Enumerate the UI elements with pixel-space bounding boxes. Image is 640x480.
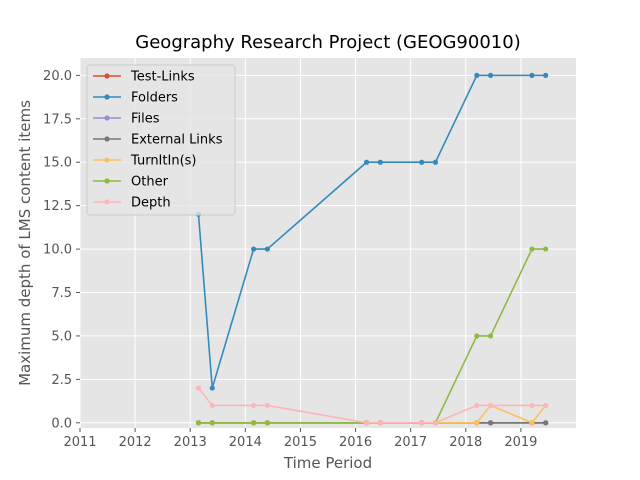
data-point-folders: [543, 72, 549, 78]
data-point-other: [209, 420, 215, 426]
legend-label: Folders: [131, 91, 178, 106]
legend-label: Files: [131, 112, 160, 127]
y-axis-label: Maximum depth of LMS content items: [16, 100, 34, 386]
legend-label: Test-Links: [130, 70, 195, 85]
y-tick-label: 7.5: [51, 286, 72, 301]
data-point-folders: [529, 72, 535, 78]
data-point-folders: [363, 159, 370, 165]
legend-item-files: Files: [93, 112, 160, 127]
y-tick-label: 5.0: [51, 329, 72, 344]
data-point-depth: [209, 402, 215, 409]
data-point-depth: [363, 420, 370, 426]
x-tick-label: 2014: [229, 435, 262, 450]
data-point-other: [251, 420, 257, 426]
y-tick-label: 15.0: [43, 156, 72, 171]
x-tick-label: 2019: [504, 435, 537, 450]
legend-marker: [104, 73, 110, 79]
series-depth: [195, 385, 549, 426]
data-point-folders: [432, 159, 439, 165]
x-tick-label: 2012: [119, 435, 152, 450]
x-axis-label: Time Period: [283, 454, 372, 472]
legend: Test-Links Folders Files External Links Turn…: [86, 64, 236, 216]
series-line-depth: [197, 387, 546, 424]
legend-marker: [104, 157, 110, 163]
legend-label: Other: [131, 175, 169, 190]
x-tick-label: 2011: [63, 435, 96, 450]
data-point-depth: [251, 402, 257, 409]
data-point-depth: [377, 420, 383, 426]
x-axis: 2011 2012 2013 2014 2015 2016 2017 2018 2019: [63, 428, 537, 450]
data-point-other: [195, 420, 202, 426]
y-tick-label: 12.5: [43, 199, 72, 214]
chart-title: Geography Research Project (GEOG90010): [135, 32, 520, 53]
data-point-depth: [419, 420, 425, 426]
legend-label: Depth: [131, 196, 171, 211]
data-point-external-links: [543, 420, 549, 426]
y-tick-label: 20.0: [43, 69, 72, 84]
legend-item-depth: Depth: [93, 196, 171, 211]
data-point-folders: [264, 246, 270, 252]
x-tick-label: 2015: [284, 435, 317, 450]
data-point-folders: [487, 72, 494, 78]
legend-marker: [104, 94, 110, 100]
y-axis: 0.0 2.5 5.0 7.5 10.0 12.5 15.0 17.5 20.0: [43, 69, 80, 431]
data-point-other: [487, 333, 494, 339]
data-point-folders: [474, 72, 480, 78]
legend-item-external-links: External Links: [93, 133, 223, 148]
data-point-depth: [543, 402, 549, 409]
data-point-depth: [264, 402, 270, 409]
legend-marker: [104, 178, 110, 184]
data-point-other: [474, 333, 480, 339]
y-tick-label: 17.5: [43, 112, 72, 127]
data-point-other: [264, 420, 270, 426]
legend-label: External Links: [131, 133, 223, 148]
data-point-turnitin-s: [474, 420, 480, 426]
legend-marker: [104, 115, 110, 121]
data-point-turnitin-s: [529, 420, 535, 426]
data-point-other: [529, 246, 535, 252]
data-point-folders: [377, 159, 383, 165]
data-point-depth: [474, 402, 480, 409]
x-tick-label: 2013: [174, 435, 207, 450]
legend-item-turnitin-s: TurnItIn(s): [93, 154, 196, 169]
x-tick-label: 2018: [449, 435, 482, 450]
legend-box: [86, 64, 236, 216]
data-point-folders: [209, 385, 215, 391]
x-tick-label: 2016: [339, 435, 372, 450]
legend-item-other: Other: [93, 175, 169, 190]
data-point-other: [543, 246, 549, 252]
data-point-depth: [432, 420, 439, 426]
data-point-depth: [195, 385, 202, 391]
legend-item-test-links: Test-Links: [93, 70, 195, 85]
y-tick-label: 10.0: [43, 243, 72, 258]
series-folders: [195, 72, 549, 391]
data-point-depth: [529, 402, 535, 409]
legend-marker: [104, 199, 110, 205]
x-tick-label: 2017: [394, 435, 427, 450]
data-point-depth: [487, 402, 494, 409]
data-point-folders: [419, 159, 425, 165]
series-line-folders: [197, 74, 546, 389]
y-tick-label: 2.5: [51, 373, 72, 388]
legend-item-folders: Folders: [93, 91, 178, 106]
data-point-external-links: [487, 420, 494, 426]
legend-marker: [104, 136, 110, 142]
legend-label: TurnItIn(s): [130, 154, 196, 169]
data-point-folders: [251, 246, 257, 252]
y-tick-label: 0.0: [51, 416, 72, 431]
series-layer: [195, 72, 549, 426]
